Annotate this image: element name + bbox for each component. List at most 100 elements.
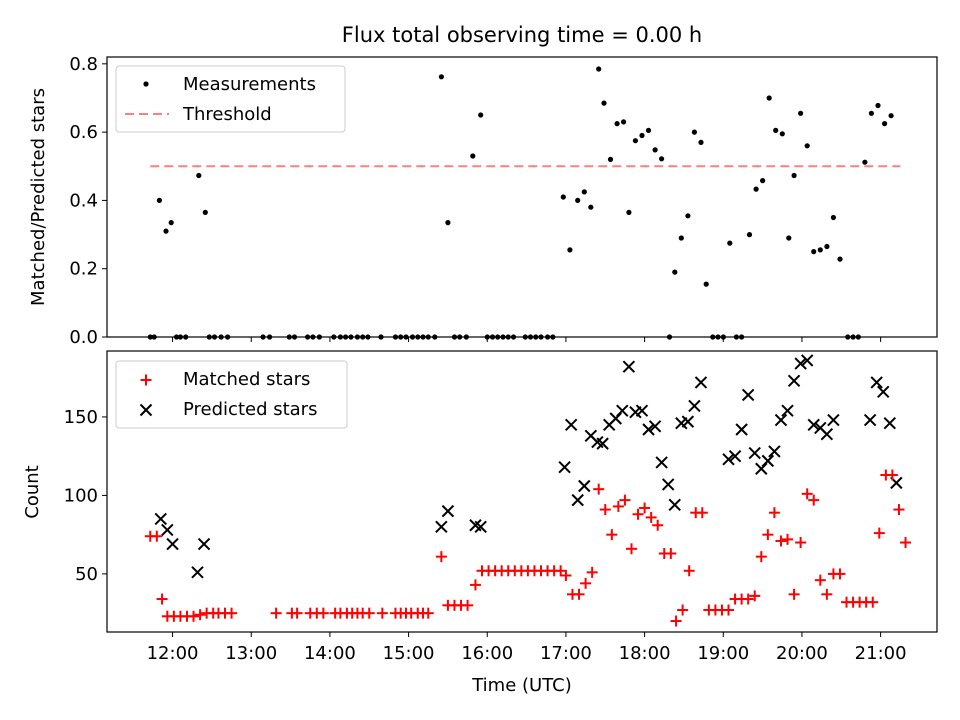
matched-star-point	[317, 607, 329, 619]
measurement-point	[173, 334, 180, 340]
measurement-point	[659, 156, 665, 162]
y-tick-label: 150	[64, 407, 98, 428]
matched-star-point	[291, 607, 303, 619]
matched-star-point	[270, 607, 282, 619]
measurement-point	[746, 232, 753, 238]
x-tick-label: 17:00	[540, 643, 592, 664]
predicted-star-point	[642, 423, 655, 436]
measurement-point	[505, 334, 511, 340]
y-tick-label: 50	[75, 564, 98, 585]
top-x-ticks	[172, 337, 882, 342]
matched-star-point	[873, 527, 885, 539]
measurement-point	[470, 153, 476, 159]
predicted-star-point	[558, 460, 571, 474]
x-tick-label: 12:00	[147, 643, 199, 664]
x-tick-label: 15:00	[383, 643, 435, 664]
measurement-point	[766, 95, 772, 101]
legend-predicted-marker	[139, 403, 153, 417]
matched-star-point	[586, 566, 598, 578]
matched-star-point	[775, 535, 787, 547]
measurement-point	[151, 334, 157, 340]
predicted-star-point	[681, 415, 695, 428]
matched-star-point	[677, 604, 689, 616]
measurement-point	[415, 334, 421, 340]
predicted-star-point	[722, 453, 735, 466]
predicted-star-point	[748, 446, 761, 460]
measurement-point	[218, 334, 224, 340]
x-axis-label: Time (UTC)	[471, 675, 572, 696]
predicted-star-point	[870, 376, 883, 389]
predicted-star-point	[800, 354, 814, 367]
chart-title: Flux total observing time = 0.00 h	[342, 23, 702, 47]
predicted-star-point	[161, 523, 174, 537]
predicted-star-point	[741, 388, 755, 402]
y-tick-label: 0.6	[69, 122, 98, 143]
measurement-point	[550, 334, 556, 340]
matched-star-point	[788, 588, 800, 600]
measurement-point	[538, 334, 544, 340]
top-legend: Measurements Threshold	[115, 65, 346, 133]
measurement-point	[639, 132, 645, 139]
predicted-star-point	[197, 537, 211, 551]
y-tick-label: 100	[64, 485, 98, 506]
predicted-star-point	[781, 404, 794, 417]
measurement-point	[337, 334, 343, 340]
matched-star-point	[821, 588, 833, 600]
matched-star-point	[151, 530, 163, 542]
measurement-point	[804, 143, 810, 149]
measurement-point	[260, 334, 266, 340]
matched-star-point	[188, 610, 200, 622]
predicted-star-point	[648, 420, 662, 433]
matched-star-point	[683, 565, 695, 577]
predicted-star-point	[441, 504, 455, 518]
matched-star-point	[755, 551, 767, 563]
measurement-point	[632, 138, 639, 144]
measurement-point	[316, 334, 322, 340]
legend-matched-marker	[140, 374, 152, 386]
matched-star-point	[768, 507, 780, 519]
measurement-point	[545, 334, 551, 340]
measurement-point	[868, 110, 875, 116]
measurement-point	[310, 334, 316, 340]
measurement-point	[409, 334, 416, 340]
measurement-point	[457, 334, 463, 340]
predicted-star-point	[154, 512, 167, 526]
measurement-point	[267, 334, 273, 340]
predicted-star-point	[668, 498, 681, 512]
bottom-legend: Matched stars Predicted stars	[115, 360, 348, 429]
matched-star-point	[900, 537, 912, 549]
measurement-point	[753, 186, 759, 192]
predicted-star-point	[688, 399, 701, 413]
matched-star-point	[808, 494, 820, 506]
bottom-legend-box	[115, 360, 348, 429]
predicted-star-point	[728, 449, 742, 463]
legend-threshold-label: Threshold	[182, 104, 272, 125]
measurement-point	[489, 334, 496, 340]
measurement-point	[666, 334, 673, 340]
predicted-star-point	[694, 376, 708, 389]
matched-star-point	[422, 607, 434, 619]
measurement-point	[478, 112, 484, 118]
measurement-point	[581, 189, 587, 195]
measurement-point	[710, 334, 716, 340]
measurement-point	[331, 334, 337, 340]
measurement-point	[510, 334, 517, 340]
predicted-star-point	[635, 404, 649, 417]
predicted-star-point	[774, 413, 788, 427]
bottom-y-axis-label: Count	[22, 465, 43, 518]
measurement-point	[156, 197, 162, 203]
predicted-star-point	[564, 418, 578, 431]
matched-star-point	[612, 500, 624, 512]
measurement-point	[786, 235, 792, 241]
measurement-point	[365, 334, 371, 340]
legend-measurements-label: Measurements	[183, 74, 316, 95]
measurement-point	[739, 334, 745, 340]
measurement-point	[779, 131, 785, 137]
measurement-point	[645, 127, 652, 133]
measurement-point	[286, 334, 292, 340]
y-tick-label: 0.8	[69, 54, 98, 75]
matched-star-point	[555, 565, 567, 577]
measurement-point	[163, 228, 169, 234]
measurement-point	[211, 334, 218, 340]
matched-star-point	[462, 599, 474, 611]
